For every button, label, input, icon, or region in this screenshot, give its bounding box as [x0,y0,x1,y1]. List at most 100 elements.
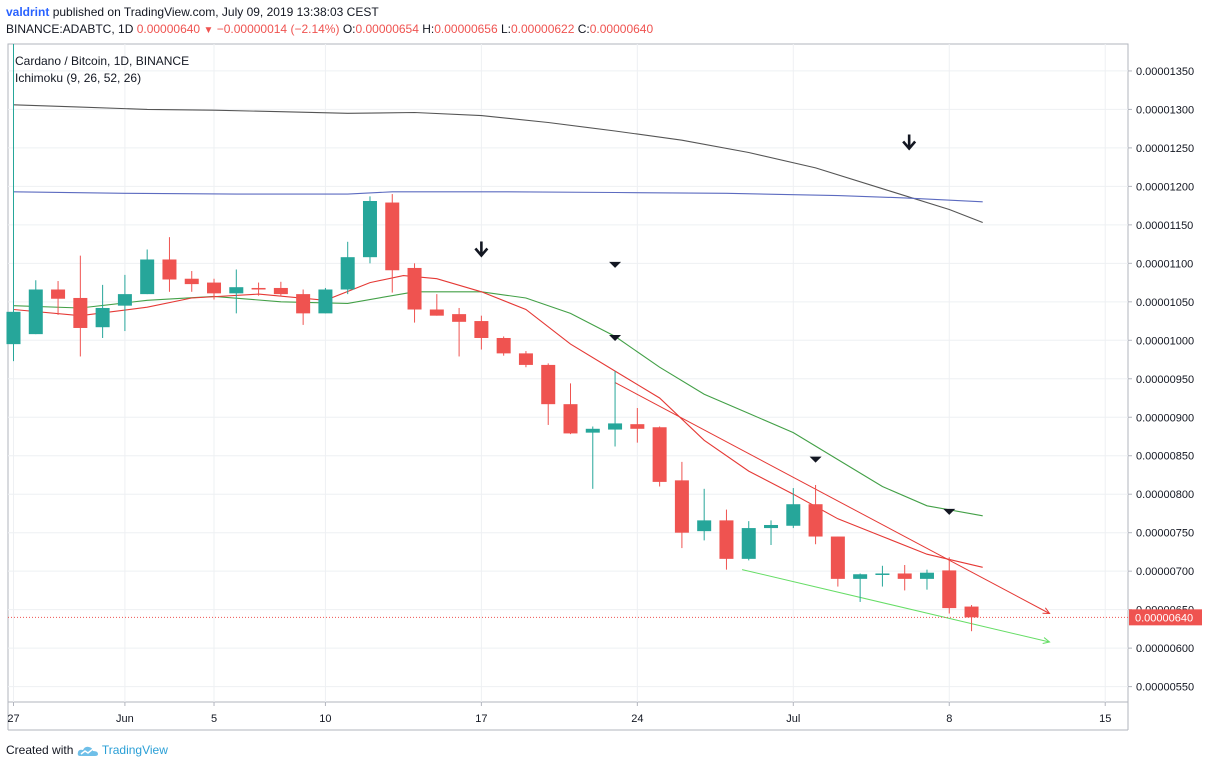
candle [719,509,734,570]
candle-body [296,294,311,314]
candle-body [830,536,845,579]
ma-blue-line [13,191,983,203]
price-change: −0.00000014 (−2.14%) [216,22,340,36]
high-label: H: [422,22,435,36]
candle [518,351,533,368]
candle [340,241,355,295]
candle [830,536,845,587]
candle-body [764,524,779,529]
candle-body [541,364,556,405]
author-name[interactable]: valdrint [6,5,50,19]
candle [140,249,155,295]
candle [318,287,333,314]
candle-body [452,314,467,322]
y-tick-label: 0.00001000 [1136,335,1194,347]
candle-body [273,287,288,295]
candle-body [51,289,66,299]
candle [808,484,823,545]
trend-red-arrowhead [1042,607,1051,615]
candle [853,573,868,602]
candle [764,520,779,546]
created-with-text: Created with [6,743,74,757]
close-value: 0.00000640 [589,22,654,36]
candle-body [585,428,600,433]
candle [117,274,132,332]
candle [251,282,266,296]
low-value: 0.00000622 [511,22,575,36]
trend-green-line [741,569,1050,643]
candle [207,278,222,300]
candle [786,488,801,529]
candle [296,289,311,325]
y-tick-label: 0.00000850 [1136,451,1194,463]
y-tick-label: 0.00000600 [1136,643,1194,655]
candle-body [674,480,689,533]
candle-body [697,520,712,532]
x-tick-label: 8 [946,713,952,725]
candle-body [229,287,244,294]
x-tick-label: 10 [319,713,331,725]
close-label: C: [577,22,590,36]
candle-body [853,574,868,579]
y-tick-label: 0.00000800 [1136,489,1194,501]
legend-indicator: Ichimoku (9, 26, 52, 26) [15,71,141,85]
y-tick-label: 0.00001150 [1136,220,1193,232]
candle [608,371,623,447]
candle-body [318,289,333,314]
candle [897,565,912,591]
candle-body [251,287,266,290]
publish-info: valdrint published on TradingView.com, J… [6,5,379,19]
x-tick-label: 24 [631,713,643,725]
high-value: 0.00000656 [434,22,498,36]
candle [51,281,66,315]
open-value: 0.00000654 [355,22,419,36]
candle-body [786,504,801,526]
candle [875,565,890,587]
candle-body [385,202,400,271]
candle-body [474,321,489,338]
tradingview-brand[interactable]: TradingView [101,743,168,757]
candle-body [741,528,756,559]
open-label: O: [342,22,356,36]
trend-red-line [614,382,1050,614]
plot-frame [7,43,1129,703]
tradingview-cloud-icon [77,746,98,756]
ohlc-header: BINANCE:ADABTC, 1D 0.00000640 ▼ −0.00000… [6,22,653,36]
candle-body [496,337,511,354]
candle [362,196,377,264]
candle-body [6,311,21,345]
candle [229,269,244,314]
arrow-head [902,140,917,151]
publish-text: published on TradingView.com, July 09, 2… [52,5,379,19]
candle [28,280,43,335]
candle-body [407,267,422,310]
triangle-down-marker [609,261,622,268]
ma-green-line [13,291,983,517]
x-tick-label: Jul [786,713,800,725]
candle-body [875,573,890,575]
candle-body [808,504,823,537]
candle [919,569,934,590]
footer: Created with TradingView [6,743,168,757]
symbol-label: BINANCE:ADABTC, 1D [6,22,134,36]
candle-body [362,200,377,258]
triangle-down-marker [809,456,822,463]
y-tick-label: 0.00000550 [1136,682,1194,694]
down-triangle-icon: ▼ [203,25,214,36]
x-tick-label: 17 [475,713,487,725]
candle [73,255,88,357]
candle [652,426,667,487]
trend-green-arrowhead [1042,637,1051,644]
y-tick-label: 0.00001100 [1136,258,1193,270]
candle [273,281,288,297]
candle [184,271,199,292]
y-tick-label: 0.00000900 [1136,412,1194,424]
last-price-label: 0.00000640 [1135,612,1193,624]
candle-body [897,573,912,579]
candle-body [140,259,155,295]
y-tick-label: 0.00000750 [1136,528,1194,540]
candle [95,284,110,338]
y-tick-label: 0.00001200 [1136,181,1194,193]
candle-body [207,282,222,294]
